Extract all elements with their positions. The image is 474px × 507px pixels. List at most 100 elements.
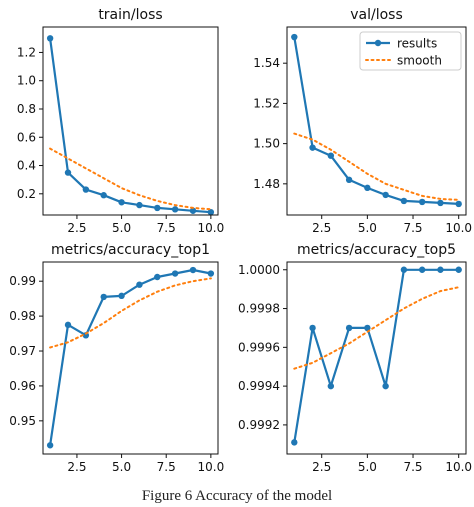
- y-tick-label: 1.54: [253, 56, 280, 70]
- data-point: [345, 324, 353, 332]
- data-point: [136, 281, 143, 288]
- series-line-smooth: [293, 286, 460, 370]
- x-tick-label: 10.0: [445, 460, 472, 474]
- data-point: [309, 144, 316, 151]
- data-point: [291, 439, 298, 446]
- data-point: [455, 200, 462, 208]
- series-line-results: [293, 36, 459, 205]
- x-tick-label: 7.5: [157, 460, 176, 474]
- series-line-smooth: [293, 132, 460, 201]
- series-line-results: [49, 268, 212, 446]
- legend: results smooth: [359, 31, 462, 71]
- x-tick-label: 2.5: [312, 221, 331, 235]
- y-tick-label: 1.2: [17, 45, 36, 59]
- series-line-results: [49, 38, 211, 214]
- data-point: [291, 33, 298, 41]
- data-point: [171, 270, 179, 277]
- legend-label: smooth: [397, 54, 442, 68]
- series-line-smooth: [49, 277, 212, 349]
- legend-marker: [374, 39, 382, 47]
- x-tick-label: 5.0: [112, 460, 131, 474]
- series-line-results: [293, 268, 459, 443]
- y-tick-label: 0.99: [9, 274, 36, 288]
- y-tick-label: 0.9994: [238, 379, 280, 393]
- y-tick-label: 1.0000: [238, 263, 280, 277]
- data-point: [82, 186, 90, 193]
- x-tick-label: 7.5: [403, 460, 422, 474]
- data-point: [309, 324, 316, 332]
- data-point: [136, 201, 143, 209]
- data-point: [382, 191, 389, 199]
- x-tick-label: 5.0: [112, 221, 131, 235]
- y-tick-label: 1.52: [253, 96, 280, 110]
- data-point: [118, 292, 125, 300]
- chart-panel-1: train/loss 2.5 5.0 7.5 10.0 0.2 0.4 0.6 0.8 1.0 1.…: [17, 7, 224, 235]
- data-point: [100, 293, 107, 301]
- chart-panel-4: metrics/accuracy_top5 2.5 5.0 7.5 10.0 0.9992…: [238, 242, 472, 474]
- data-point: [64, 321, 72, 329]
- y-tick-label: 1.48: [253, 177, 280, 191]
- data-point: [207, 270, 215, 277]
- data-point: [64, 169, 72, 176]
- data-point: [418, 198, 426, 206]
- data-point: [364, 184, 371, 192]
- x-tick-label: 2.5: [67, 221, 86, 235]
- x-tick-label: 2.5: [312, 460, 331, 474]
- y-tick-label: 0.96: [9, 379, 36, 393]
- data-point: [207, 208, 215, 216]
- data-point: [189, 207, 197, 214]
- y-tick-label: 1.50: [253, 137, 280, 151]
- data-point: [327, 382, 335, 390]
- legend-label: results: [397, 37, 437, 51]
- data-point: [400, 197, 408, 205]
- data-point: [46, 442, 54, 449]
- data-point: [364, 324, 371, 332]
- plot-frame: [42, 261, 219, 455]
- plot-frame: [42, 26, 219, 216]
- data-point: [100, 192, 107, 199]
- data-point: [46, 35, 54, 42]
- data-point: [437, 199, 444, 207]
- y-tick-label: 0.6: [17, 130, 36, 144]
- x-tick-label: 10.0: [197, 460, 224, 474]
- data-point: [118, 199, 125, 206]
- chart-title: metrics/accuracy_top1: [51, 242, 210, 258]
- data-point: [327, 152, 335, 159]
- chart-title: metrics/accuracy_top5: [297, 242, 456, 258]
- data-point: [154, 204, 161, 212]
- y-tick-label: 0.2: [17, 187, 36, 201]
- chart-title: val/loss: [350, 7, 403, 23]
- chart-panel-3: metrics/accuracy_top1 2.5 5.0 7.5 10.0 0.95 0.…: [9, 242, 224, 474]
- data-point: [437, 266, 444, 273]
- x-tick-label: 5.0: [358, 221, 377, 235]
- y-tick-label: 0.9996: [238, 340, 280, 354]
- data-point: [345, 176, 353, 184]
- y-tick-label: 0.9998: [238, 302, 280, 316]
- x-tick-label: 10.0: [445, 221, 472, 235]
- data-point: [189, 266, 197, 274]
- data-point: [400, 266, 408, 273]
- y-tick-label: 0.95: [9, 414, 36, 428]
- y-tick-label: 0.4: [17, 159, 36, 173]
- x-tick-label: 2.5: [67, 460, 86, 474]
- data-point: [418, 266, 426, 273]
- data-point: [171, 206, 179, 213]
- y-tick-label: 1.0: [17, 74, 36, 88]
- data-point: [382, 382, 389, 390]
- data-point: [455, 266, 462, 273]
- data-point: [154, 273, 161, 281]
- plot-frame: [286, 261, 467, 455]
- x-tick-label: 7.5: [157, 221, 176, 235]
- figure-caption: Figure 6 Accuracy of the model: [141, 488, 333, 504]
- chart-title: train/loss: [98, 7, 162, 23]
- plot-frame: [286, 26, 467, 216]
- x-tick-label: 10.0: [197, 221, 224, 235]
- y-tick-label: 0.98: [9, 309, 36, 323]
- x-tick-label: 5.0: [358, 460, 377, 474]
- y-tick-label: 0.9992: [238, 418, 280, 432]
- y-tick-label: 0.97: [9, 344, 36, 358]
- x-tick-label: 7.5: [403, 221, 422, 235]
- chart-panel-2: val/loss 2.5 5.0 7.5 10.0 1.48 1.50 1.52 1.54 res…: [253, 7, 472, 235]
- figure: train/loss 2.5 5.0 7.5 10.0 0.2 0.4 0.6 0.8 1.0 1.…: [9, 7, 472, 474]
- y-tick-label: 0.8: [17, 102, 36, 116]
